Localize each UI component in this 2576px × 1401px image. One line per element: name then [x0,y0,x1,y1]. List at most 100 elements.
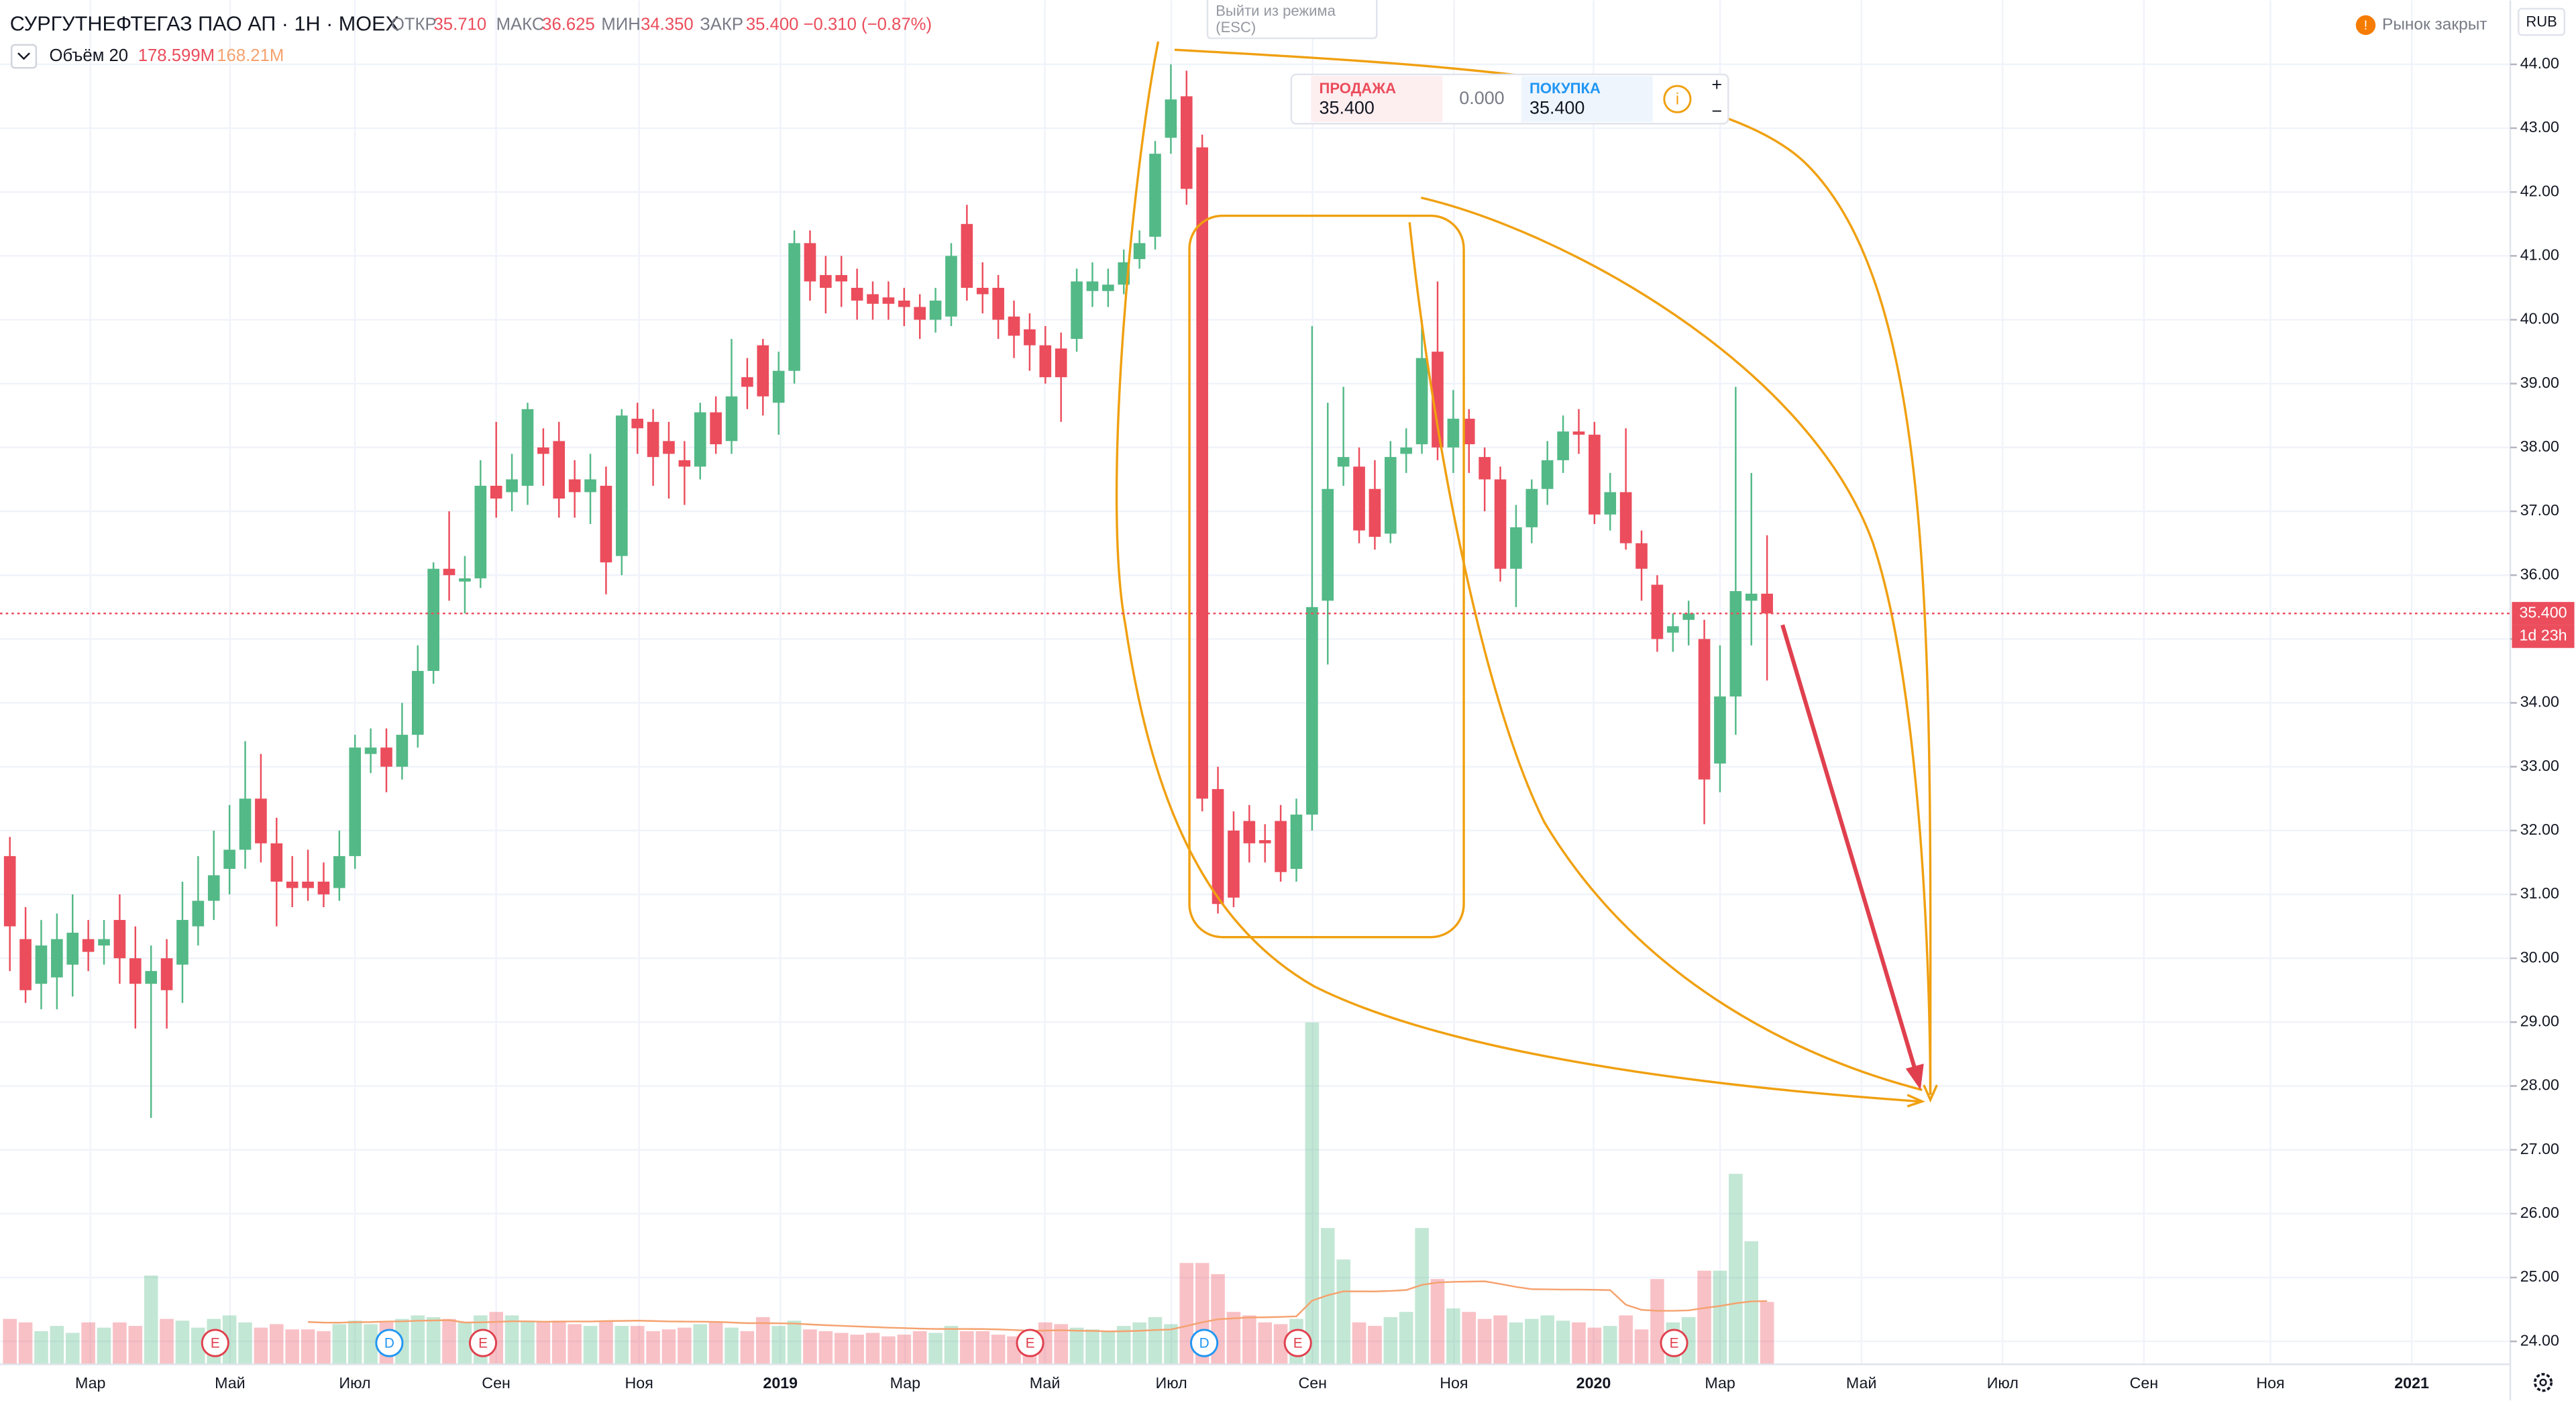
x-tick-label: Июл [339,1374,370,1392]
volume-bar [458,1322,472,1365]
event-label: E [1670,1335,1679,1351]
x-tick-label: 2019 [763,1374,798,1392]
volume-bar [928,1333,943,1365]
event-marker[interactable] [375,1329,404,1357]
volume-bar [3,1318,17,1365]
candle-body [1557,431,1569,460]
candle-body [490,485,502,499]
candle-body [255,798,267,843]
candle-body [851,287,863,301]
candle-body [678,460,691,467]
event-label: E [211,1335,220,1351]
volume-bar [960,1331,974,1365]
event-marker[interactable] [1016,1329,1044,1357]
candle-body [1385,457,1397,534]
volume-bar [975,1331,990,1365]
y-tick-label: 39.00 [2520,374,2559,391]
candle-body [1258,840,1271,843]
plus-button[interactable]: + [1711,74,1722,95]
sell-button[interactable] [1311,76,1443,122]
volume-bar [991,1335,1006,1365]
event-label: E [478,1335,488,1351]
volume-bar [1085,1329,1099,1365]
event-marker[interactable] [1660,1329,1688,1357]
candle-body [1368,488,1381,537]
x-tick-label: Ноя [2256,1374,2284,1392]
volume-bar [1305,1022,1320,1365]
buy-price: 35.400 [1529,97,1585,117]
candle-body [1651,584,1664,639]
ohlc-change: −0.310 (−0.87%) [804,15,932,34]
exit-mode-label: (ESC) [1216,19,1256,36]
y-tick-label: 37.00 [2520,501,2559,519]
grid [0,0,2511,1365]
candle-body [1745,593,1758,601]
ohlc-high-label: МАКС [496,15,545,34]
volume-bar [724,1327,739,1365]
volume-bar [1430,1279,1445,1365]
volume-bar [536,1322,551,1365]
candle-body [192,900,205,927]
volume-bar [1368,1326,1382,1365]
candle-body [1682,613,1695,620]
candle-body [1337,457,1350,467]
x-tick-label: Сен [1298,1374,1327,1392]
price-tag [2512,602,2575,625]
y-tick-label: 24.00 [2520,1331,2559,1349]
volume-bar [551,1320,566,1365]
y-tick-label: 26.00 [2520,1204,2559,1221]
info-button[interactable] [1663,85,1692,113]
volume-bar [818,1331,833,1365]
candle-body [1510,527,1522,569]
event-marker[interactable] [1283,1329,1312,1357]
volume-bar [803,1329,817,1365]
candle-body [584,479,596,492]
event-marker[interactable] [201,1329,229,1357]
volume-bar [1462,1312,1477,1365]
x-tick-label: Июл [1156,1374,1187,1392]
candle-body [302,881,314,888]
buy-button[interactable] [1521,76,1653,122]
candle-body [647,421,659,458]
y-tick-label: 29.00 [2520,1012,2559,1029]
candle-body [1666,626,1679,633]
candle-body [1541,460,1554,489]
event-marker[interactable] [1190,1329,1219,1357]
candle-body [1494,479,1507,569]
minus-button[interactable]: − [1711,101,1722,121]
ohlc-open: 35.710 [434,15,487,34]
exit-mode-box[interactable] [1206,0,1378,40]
collapse-button[interactable] [10,44,38,69]
y-tick-label: 36.00 [2520,565,2559,582]
volume-bar [1148,1317,1163,1365]
candle-body [1479,457,1491,480]
candle-body [929,300,942,320]
volume-bar [65,1333,80,1365]
status-icon-mark: ! [2364,18,2367,33]
currency-box[interactable] [2518,7,2566,36]
candle-body [51,939,63,978]
candle-body [914,307,926,320]
candle-body [898,300,910,307]
volume-bar [1179,1263,1194,1365]
red-arrow [1780,624,1924,1090]
volume-bar [1477,1318,1492,1365]
candle-body [270,843,283,882]
volume-bar [599,1320,613,1365]
y-tick-label: 43.00 [2520,118,2559,136]
event-marker[interactable] [468,1329,498,1357]
volume-bar [630,1326,645,1365]
candle-body [82,939,95,952]
volume-bar [1336,1259,1350,1365]
ohlc-low: 34.350 [641,15,694,34]
candle-body [600,485,612,563]
volume-bar [1116,1326,1131,1365]
volume-bar [646,1331,660,1365]
volume-bar [850,1335,864,1365]
candle-body [1102,284,1114,291]
candle-body [1698,639,1711,780]
x-tick-label: 2021 [2394,1374,2429,1392]
volume-bar [787,1320,802,1365]
